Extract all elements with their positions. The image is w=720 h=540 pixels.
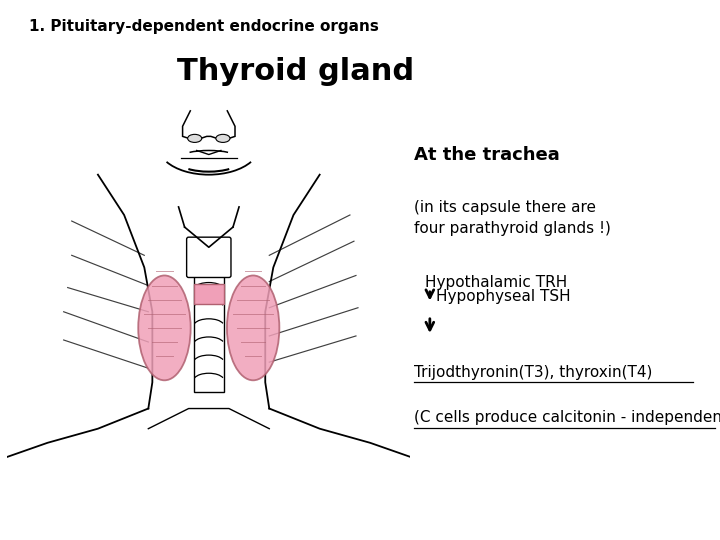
- Text: (in its capsule there are
four parathyroid glands !): (in its capsule there are four parathyro…: [414, 200, 611, 236]
- Text: Hypothalamic TRH: Hypothalamic TRH: [425, 275, 567, 291]
- Text: At the trachea: At the trachea: [414, 146, 559, 164]
- Text: Hypophyseal TSH: Hypophyseal TSH: [436, 289, 571, 305]
- Ellipse shape: [227, 275, 279, 380]
- Bar: [194, 272, 224, 393]
- Text: Thyroid gland: Thyroid gland: [176, 57, 414, 86]
- Ellipse shape: [216, 134, 230, 143]
- Ellipse shape: [138, 275, 191, 380]
- Text: (C cells produce calcitonin - independent): (C cells produce calcitonin - independen…: [414, 410, 720, 426]
- Bar: [194, 284, 224, 303]
- Text: 1. Pituitary-dependent endocrine organs: 1. Pituitary-dependent endocrine organs: [29, 19, 379, 34]
- FancyBboxPatch shape: [186, 237, 231, 278]
- Text: Trijodthyronin(T3), thyroxin(T4): Trijodthyronin(T3), thyroxin(T4): [414, 364, 652, 380]
- Ellipse shape: [188, 134, 202, 143]
